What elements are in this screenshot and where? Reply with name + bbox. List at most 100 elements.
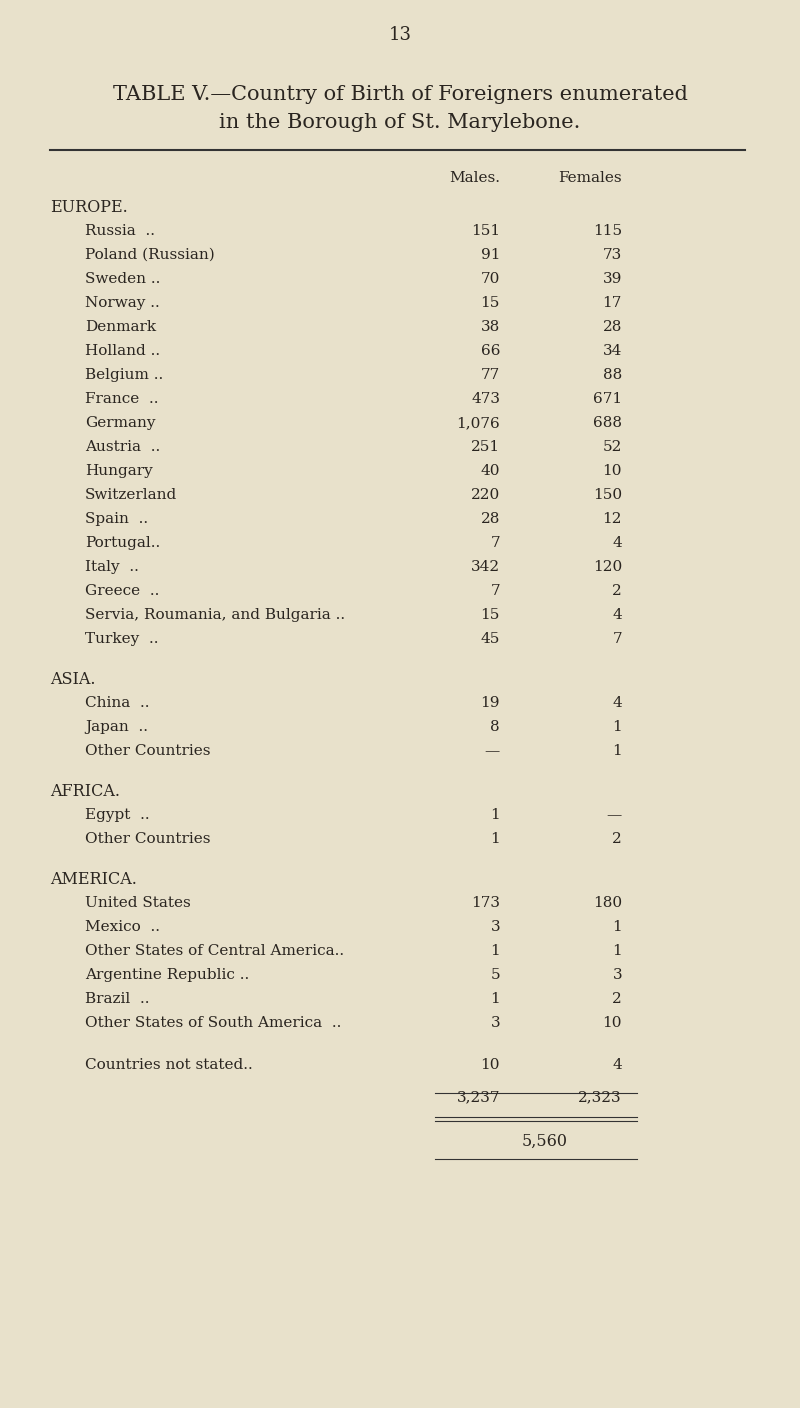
Text: 13: 13 xyxy=(389,25,411,44)
Text: 3: 3 xyxy=(490,919,500,934)
Text: Males.: Males. xyxy=(449,170,500,184)
Text: Argentine Republic ..: Argentine Republic .. xyxy=(85,969,250,981)
Text: 2,323: 2,323 xyxy=(578,1090,622,1104)
Text: 70: 70 xyxy=(481,272,500,286)
Text: United States: United States xyxy=(85,895,190,910)
Text: 66: 66 xyxy=(481,344,500,358)
Text: 1: 1 xyxy=(490,808,500,822)
Text: 28: 28 xyxy=(602,320,622,334)
Text: Other Countries: Other Countries xyxy=(85,832,210,846)
Text: 220: 220 xyxy=(470,489,500,503)
Text: Spain  ..: Spain .. xyxy=(85,513,148,527)
Text: 91: 91 xyxy=(481,248,500,262)
Text: 10: 10 xyxy=(602,1017,622,1031)
Text: 7: 7 xyxy=(490,584,500,598)
Text: 4: 4 xyxy=(612,1057,622,1071)
Text: 5,560: 5,560 xyxy=(522,1132,568,1149)
Text: 180: 180 xyxy=(593,895,622,910)
Text: Germany: Germany xyxy=(85,415,155,429)
Text: 1,076: 1,076 xyxy=(456,415,500,429)
Text: 2: 2 xyxy=(612,832,622,846)
Text: 19: 19 xyxy=(481,696,500,710)
Text: 4: 4 xyxy=(612,536,622,551)
Text: 73: 73 xyxy=(602,248,622,262)
Text: 1: 1 xyxy=(490,943,500,957)
Text: 150: 150 xyxy=(593,489,622,503)
Text: 88: 88 xyxy=(602,367,622,382)
Text: 40: 40 xyxy=(481,465,500,477)
Text: 45: 45 xyxy=(481,632,500,646)
Text: 77: 77 xyxy=(481,367,500,382)
Text: 52: 52 xyxy=(602,439,622,453)
Text: 7: 7 xyxy=(612,632,622,646)
Text: 688: 688 xyxy=(593,415,622,429)
Text: Hungary: Hungary xyxy=(85,465,153,477)
Text: 8: 8 xyxy=(490,719,500,734)
Text: 3,237: 3,237 xyxy=(457,1090,500,1104)
Text: 39: 39 xyxy=(602,272,622,286)
Text: ASIA.: ASIA. xyxy=(50,670,95,687)
Text: 10: 10 xyxy=(602,465,622,477)
Text: 342: 342 xyxy=(471,560,500,574)
Text: 28: 28 xyxy=(481,513,500,527)
Text: Other States of South America  ..: Other States of South America .. xyxy=(85,1017,342,1031)
Text: 3: 3 xyxy=(612,969,622,981)
Text: 15: 15 xyxy=(481,608,500,622)
Text: 151: 151 xyxy=(471,224,500,238)
Text: Turkey  ..: Turkey .. xyxy=(85,632,158,646)
Text: Other Countries: Other Countries xyxy=(85,743,210,758)
Text: 1: 1 xyxy=(612,719,622,734)
Text: 251: 251 xyxy=(471,439,500,453)
Text: Holland ..: Holland .. xyxy=(85,344,160,358)
Text: 2: 2 xyxy=(612,584,622,598)
Text: Countries not stated..: Countries not stated.. xyxy=(85,1057,253,1071)
Text: Mexico  ..: Mexico .. xyxy=(85,919,160,934)
Text: 671: 671 xyxy=(593,391,622,406)
Text: 34: 34 xyxy=(602,344,622,358)
Text: Brazil  ..: Brazil .. xyxy=(85,993,150,1005)
Text: 2: 2 xyxy=(612,993,622,1005)
Text: Denmark: Denmark xyxy=(85,320,156,334)
Text: Sweden ..: Sweden .. xyxy=(85,272,160,286)
Text: 4: 4 xyxy=(612,608,622,622)
Text: 4: 4 xyxy=(612,696,622,710)
Text: China  ..: China .. xyxy=(85,696,150,710)
Text: 10: 10 xyxy=(481,1057,500,1071)
Text: AMERICA.: AMERICA. xyxy=(50,870,137,887)
Text: —: — xyxy=(606,808,622,822)
Text: 3: 3 xyxy=(490,1017,500,1031)
Text: 473: 473 xyxy=(471,391,500,406)
Text: 120: 120 xyxy=(593,560,622,574)
Text: 38: 38 xyxy=(481,320,500,334)
Text: EUROPE.: EUROPE. xyxy=(50,199,128,215)
Text: 7: 7 xyxy=(490,536,500,551)
Text: 17: 17 xyxy=(602,296,622,310)
Text: Egypt  ..: Egypt .. xyxy=(85,808,150,822)
Text: 1: 1 xyxy=(490,832,500,846)
Text: 15: 15 xyxy=(481,296,500,310)
Text: Austria  ..: Austria .. xyxy=(85,439,160,453)
Text: 1: 1 xyxy=(490,993,500,1005)
Text: France  ..: France .. xyxy=(85,391,158,406)
Text: Japan  ..: Japan .. xyxy=(85,719,148,734)
Text: TABLE V.—Country of Birth of Foreigners enumerated: TABLE V.—Country of Birth of Foreigners … xyxy=(113,86,687,104)
Text: Belgium ..: Belgium .. xyxy=(85,367,163,382)
Text: AFRICA.: AFRICA. xyxy=(50,783,120,800)
Text: Females: Females xyxy=(558,170,622,184)
Text: 1: 1 xyxy=(612,743,622,758)
Text: 1: 1 xyxy=(612,919,622,934)
Text: 173: 173 xyxy=(471,895,500,910)
Text: Italy  ..: Italy .. xyxy=(85,560,139,574)
Text: Other States of Central America..: Other States of Central America.. xyxy=(85,943,344,957)
Text: 115: 115 xyxy=(593,224,622,238)
Text: 1: 1 xyxy=(612,943,622,957)
Text: Switzerland: Switzerland xyxy=(85,489,178,503)
Text: Poland (Russian): Poland (Russian) xyxy=(85,248,214,262)
Text: 5: 5 xyxy=(490,969,500,981)
Text: Norway ..: Norway .. xyxy=(85,296,160,310)
Text: Portugal..: Portugal.. xyxy=(85,536,160,551)
Text: Servia, Roumania, and Bulgaria ..: Servia, Roumania, and Bulgaria .. xyxy=(85,608,345,622)
Text: Greece  ..: Greece .. xyxy=(85,584,159,598)
Text: —: — xyxy=(485,743,500,758)
Text: in the Borough of St. Marylebone.: in the Borough of St. Marylebone. xyxy=(219,113,581,131)
